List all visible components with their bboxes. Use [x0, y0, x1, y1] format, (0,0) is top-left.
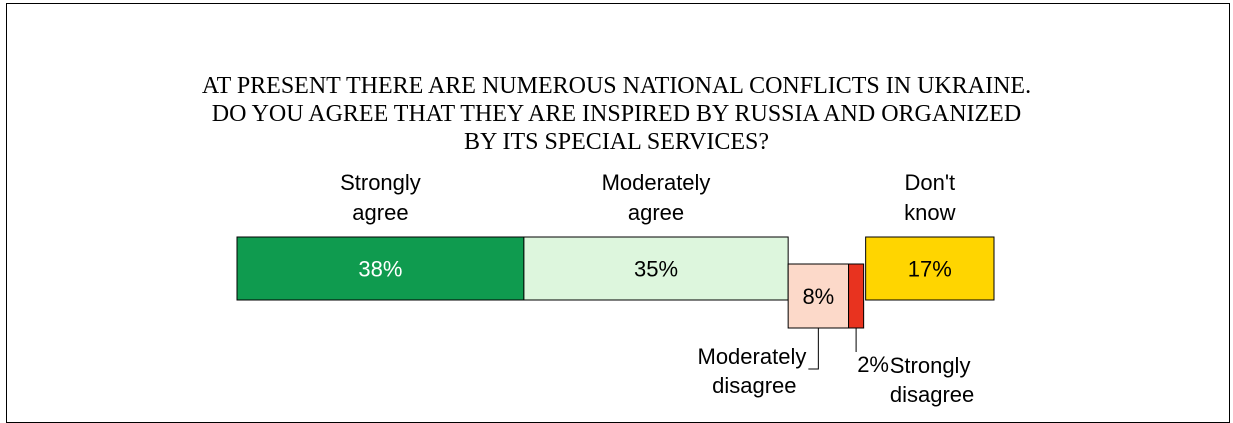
value-label-strongly-agree: 38%: [358, 257, 402, 282]
title-line-2: DO YOU AGREE THAT THEY ARE INSPIRED BY R…: [211, 101, 1022, 127]
bar-moderately-agree: [523, 236, 789, 301]
chart-title: AT PRESENT THERE ARE NUMEROUS NATIONAL C…: [0, 72, 1233, 156]
value-label-moderately-agree: 35%: [634, 257, 678, 282]
title-line-3: BY ITS SPECIAL SERVICES?: [464, 129, 769, 155]
category-label-moderately-agree-line-2: agree: [628, 200, 684, 225]
category-label-strongly-disagree-line-1: Strongly: [890, 353, 971, 378]
category-label-strongly-agree-line-2: agree: [352, 200, 408, 225]
bar-strongly-disagree: [848, 263, 865, 329]
leader-line-moderately-disagree: [808, 328, 819, 370]
value-label-strongly-disagree: 2%: [857, 352, 889, 377]
category-label-don-t-know-line-1: Don't: [904, 170, 955, 195]
category-label-strongly-disagree-line-2: disagree: [890, 382, 974, 407]
category-label-moderately-agree-line-1: Moderately: [602, 170, 711, 195]
category-label-don-t-know-line-2: know: [904, 200, 955, 225]
category-label-strongly-agree-line-1: Strongly: [340, 170, 421, 195]
bar-don-t-know: [865, 236, 995, 301]
category-label-moderately-disagree-line-2: disagree: [712, 373, 796, 398]
category-label-moderately-disagree-line-1: Moderately: [698, 344, 807, 369]
title-line-1: AT PRESENT THERE ARE NUMEROUS NATIONAL C…: [201, 73, 1032, 99]
stacked-bar-chart: 38% Strongly agree 35% Moderately agree 8% Mode…: [236, 170, 995, 407]
bar-moderately-disagree: [787, 263, 850, 329]
value-label-moderately-disagree: 8%: [802, 284, 834, 309]
value-label-don-t-know: 17%: [908, 257, 952, 282]
